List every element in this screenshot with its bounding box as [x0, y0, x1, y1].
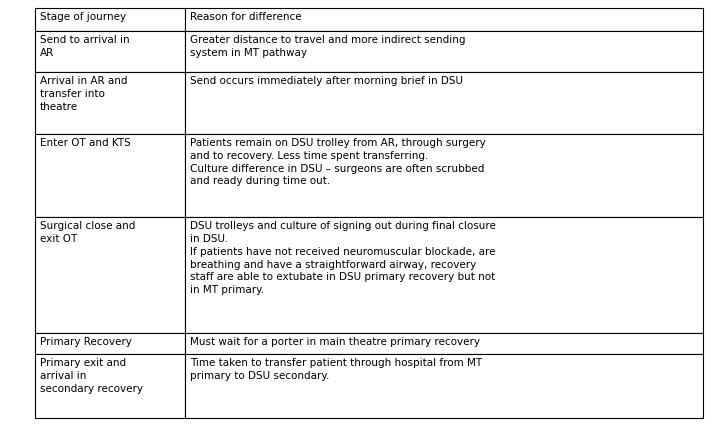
Bar: [185, 72, 703, 134]
Bar: [35, 8, 185, 32]
Text: Primary exit and
arrival in
secondary recovery: Primary exit and arrival in secondary re…: [40, 358, 143, 394]
Bar: [185, 134, 703, 217]
Text: Arrival in AR and
transfer into
theatre: Arrival in AR and transfer into theatre: [40, 76, 128, 112]
Text: Patients remain on DSU trolley from AR, through surgery
and to recovery. Less ti: Patients remain on DSU trolley from AR, …: [190, 138, 486, 187]
Text: DSU trolleys and culture of signing out during final closure
in DSU.
If patients: DSU trolleys and culture of signing out …: [190, 221, 496, 295]
Bar: [185, 32, 703, 72]
Text: Primary Recovery: Primary Recovery: [40, 337, 132, 347]
Text: Surgical close and
exit OT: Surgical close and exit OT: [40, 221, 135, 244]
Bar: [185, 354, 703, 418]
Text: Stage of journey: Stage of journey: [40, 12, 126, 22]
Text: Must wait for a porter in main theatre primary recovery: Must wait for a porter in main theatre p…: [190, 337, 481, 347]
Text: Time taken to transfer patient through hospital from MT
primary to DSU secondary: Time taken to transfer patient through h…: [190, 358, 483, 381]
Bar: [185, 8, 703, 32]
Text: Send to arrival in
AR: Send to arrival in AR: [40, 35, 130, 58]
Bar: [185, 217, 703, 333]
Bar: [35, 32, 185, 72]
Text: Enter OT and KTS: Enter OT and KTS: [40, 138, 130, 148]
Text: Send occurs immediately after morning brief in DSU: Send occurs immediately after morning br…: [190, 76, 463, 86]
Bar: [35, 134, 185, 217]
Text: Reason for difference: Reason for difference: [190, 12, 302, 22]
Text: Greater distance to travel and more indirect sending
system in MT pathway: Greater distance to travel and more indi…: [190, 35, 466, 58]
Bar: [35, 217, 185, 333]
Bar: [35, 333, 185, 354]
Bar: [35, 354, 185, 418]
Bar: [35, 72, 185, 134]
Bar: [185, 333, 703, 354]
